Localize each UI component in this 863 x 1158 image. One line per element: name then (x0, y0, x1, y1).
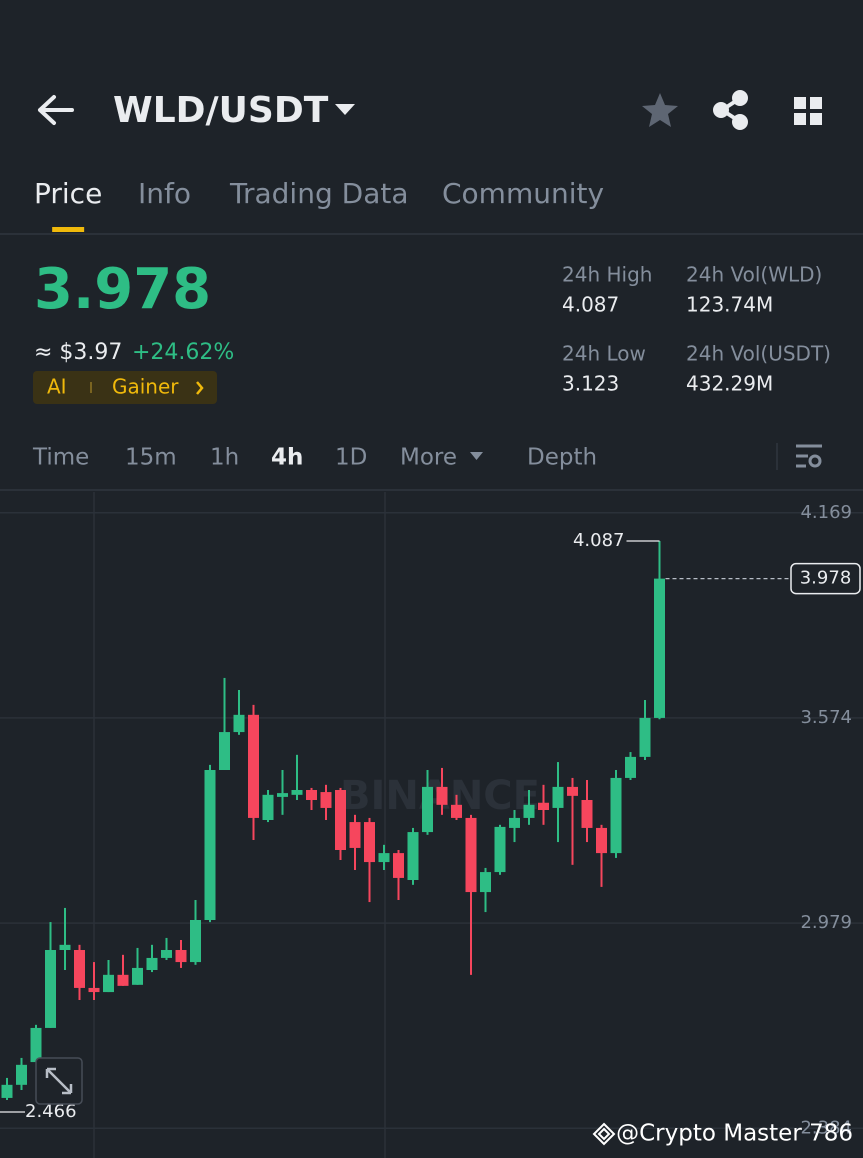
candle-body (306, 790, 317, 800)
price-change: +24.62% (132, 340, 234, 365)
last-price-label: 3.978 (800, 568, 852, 589)
low-marker: 2.466 (25, 1101, 77, 1122)
candle-body (393, 853, 404, 878)
candle-body (422, 786, 433, 833)
stat-label: 24h High (562, 263, 652, 287)
candle-body (654, 578, 665, 718)
more-dropdown[interactable] (470, 452, 483, 460)
candle-body (407, 832, 419, 880)
candle-body (436, 786, 448, 805)
candle-body (16, 1064, 27, 1085)
candle-body (248, 714, 259, 818)
pair-title[interactable]: WLD/USDT (113, 90, 329, 131)
tab[interactable]: Trading Data (229, 177, 409, 210)
menu-icon[interactable] (794, 97, 822, 125)
candle-body (175, 950, 187, 963)
candle-body (509, 817, 520, 828)
high-marker: 4.087 (573, 530, 625, 551)
chart-settings-icon[interactable] (796, 444, 822, 468)
candle-body (146, 957, 158, 970)
candle-body (567, 786, 578, 796)
share-icon[interactable] (713, 90, 748, 130)
y-tick-label: 4.169 (800, 502, 852, 523)
stat-value: 3.123 (562, 372, 619, 396)
stat-label: 24h Low (562, 342, 646, 366)
candle-body (277, 793, 288, 797)
candle-body (494, 826, 506, 873)
candle-body (262, 794, 274, 820)
tag[interactable]: AI (47, 375, 67, 399)
candle-body (320, 792, 332, 808)
stat-value: 123.74M (686, 293, 773, 317)
candle-body (480, 872, 491, 893)
interval[interactable]: Depth (527, 445, 597, 471)
candle-body (88, 987, 100, 993)
back-button[interactable] (38, 95, 74, 125)
candle-body (349, 822, 361, 848)
candle-body (117, 974, 129, 986)
tab[interactable]: Info (138, 177, 191, 210)
credit: @Crypto Master 786 (616, 1121, 853, 1147)
candle-body (1, 1084, 13, 1098)
candle-body (161, 950, 172, 958)
expand-button[interactable] (35, 1057, 83, 1105)
candle-body (233, 714, 245, 733)
candle-body (190, 920, 201, 963)
price-usd: ≈ $3.97 (34, 340, 122, 365)
candle-body (335, 790, 346, 850)
y-tick-label: 3.574 (800, 707, 852, 728)
candle-body (291, 790, 303, 795)
favorite-icon[interactable] (642, 93, 678, 127)
candle-body (378, 853, 390, 863)
candle-body (45, 950, 56, 1028)
stat-label: 24h Vol(WLD) (686, 263, 822, 287)
candle-body (364, 822, 375, 863)
tab[interactable]: Price (34, 177, 102, 210)
candle-body (639, 717, 651, 757)
interval[interactable]: 1h (210, 445, 239, 471)
candle-body (552, 786, 564, 808)
credit-logo (592, 1122, 616, 1146)
candle-body (30, 1027, 42, 1063)
candle-body (204, 770, 216, 920)
stat-value: 432.29M (686, 372, 773, 396)
interval[interactable]: 4h (271, 445, 303, 471)
y-tick-label: 2.979 (800, 912, 852, 933)
stat-label: 24h Vol(USDT) (686, 342, 831, 366)
tag-box[interactable] (33, 371, 217, 404)
candle-body (74, 950, 85, 988)
last-price: 3.978 (34, 257, 211, 322)
y-tick-label: 2.384 (800, 1117, 852, 1138)
candle-body (581, 800, 593, 828)
interval[interactable]: More (400, 445, 457, 471)
candle-body (610, 777, 622, 854)
candle-body (596, 827, 607, 854)
candle-body (103, 974, 114, 993)
candle-body (59, 944, 71, 950)
stat-value: 4.087 (562, 293, 619, 317)
pair-dropdown[interactable] (335, 104, 355, 115)
candle-body (132, 967, 143, 985)
candle-body (538, 802, 549, 810)
candle-body (523, 804, 535, 818)
candle-body (451, 804, 462, 818)
interval[interactable]: 1D (335, 445, 367, 471)
tag[interactable]: Gainer (112, 375, 179, 399)
interval[interactable]: 15m (125, 445, 177, 471)
last-price-box (790, 562, 861, 595)
tab[interactable]: Community (442, 177, 604, 210)
candle-body (625, 756, 636, 778)
tab-indicator (52, 227, 85, 232)
candle-body (465, 817, 477, 893)
interval[interactable]: Time (32, 445, 89, 471)
tag-chevron (196, 381, 204, 395)
candle-body (219, 732, 230, 770)
